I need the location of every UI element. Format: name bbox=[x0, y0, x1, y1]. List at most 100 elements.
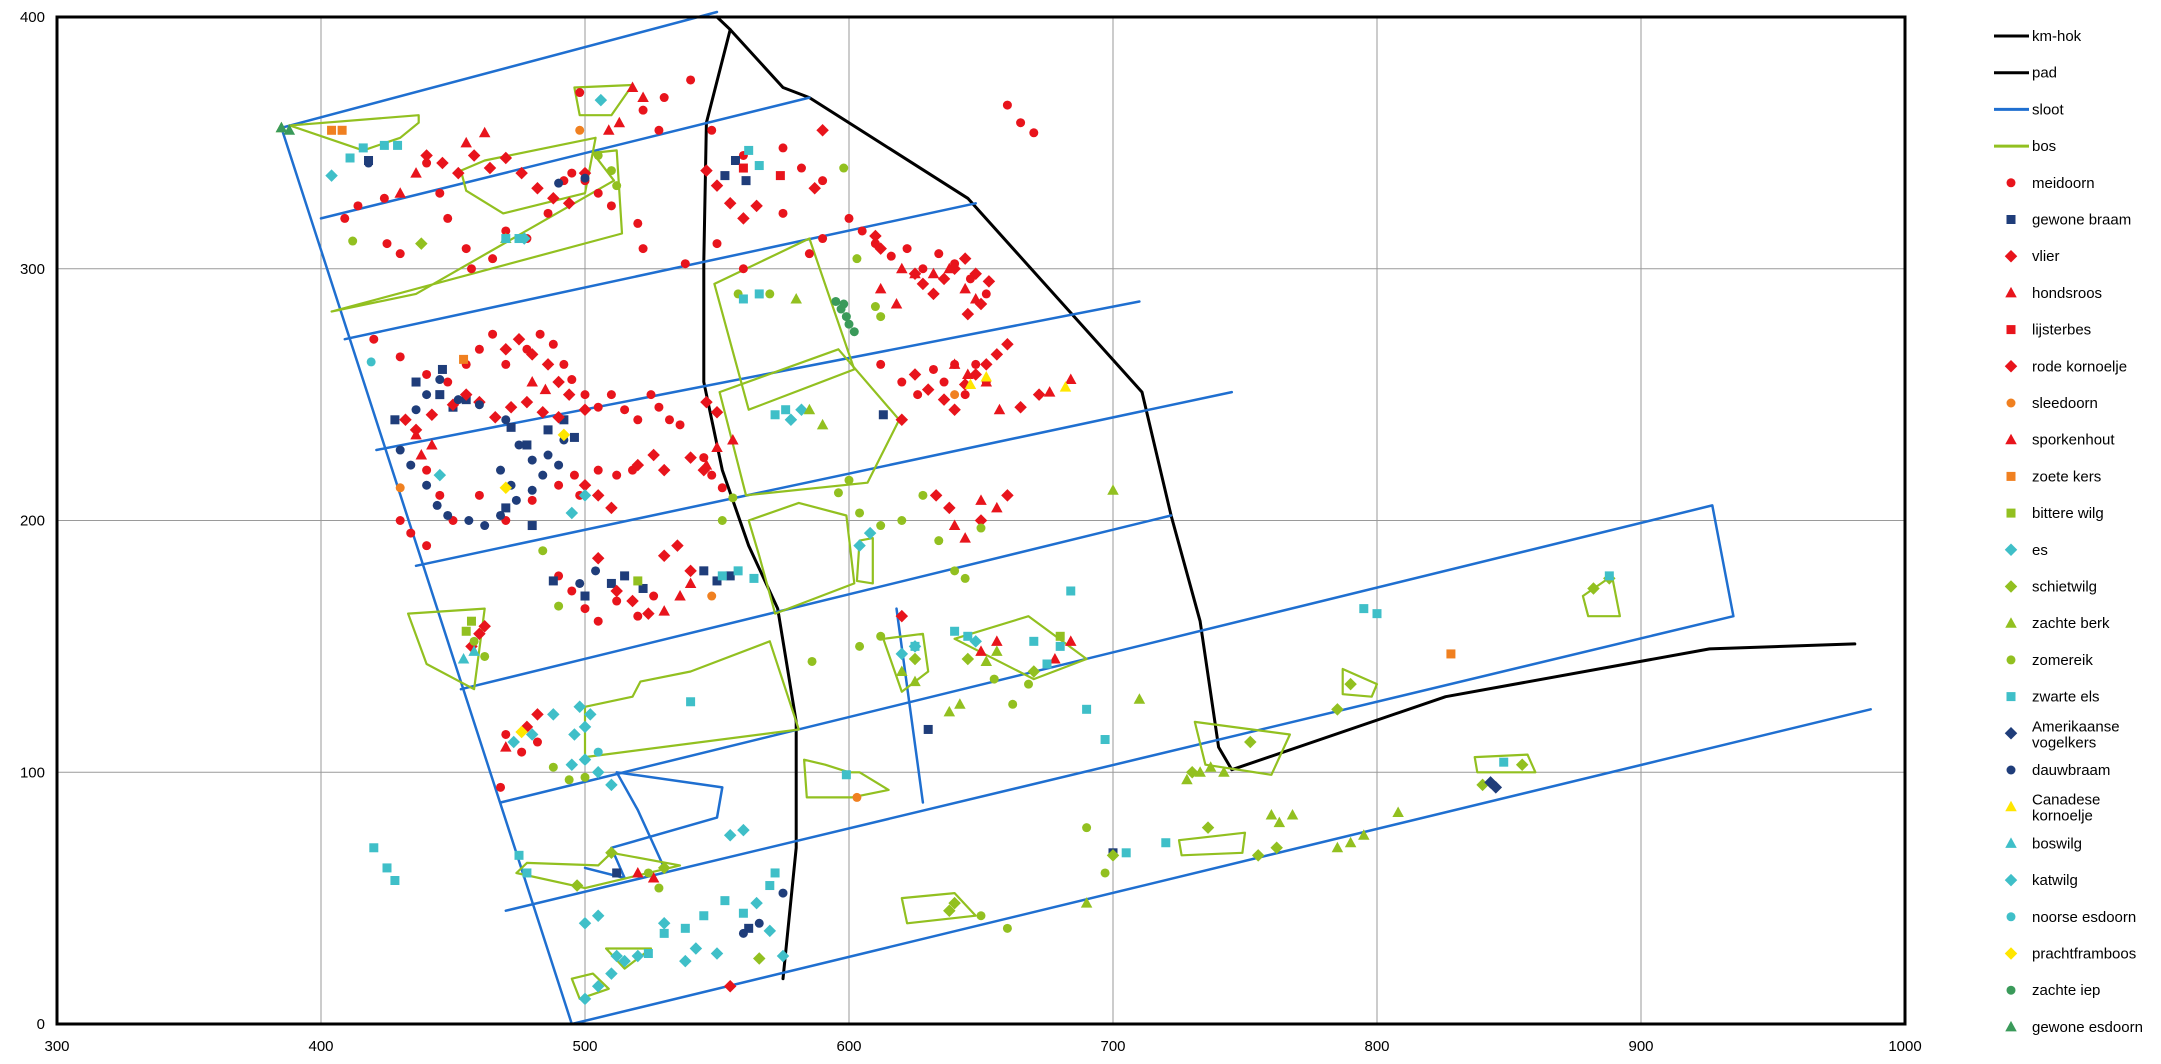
data-point-zomereik bbox=[897, 516, 907, 525]
data-point-dauwbraam bbox=[435, 375, 445, 385]
data-point-sporkenhout bbox=[890, 297, 903, 309]
data-point-hondsroos bbox=[478, 126, 491, 138]
data-point-zomereik bbox=[564, 775, 574, 785]
data-point-hondsroos bbox=[1049, 652, 1061, 664]
data-point-vlier bbox=[671, 539, 684, 552]
data-point-boswilg bbox=[457, 652, 470, 664]
legend-label-boswilg: boswilg bbox=[2032, 835, 2082, 852]
data-point-dauwbraam bbox=[496, 510, 506, 520]
data-point-hondsroos bbox=[658, 605, 670, 616]
series-line-bos bbox=[1341, 667, 1379, 698]
data-point-zachte-berk bbox=[1331, 841, 1344, 853]
data-point-schietwilg bbox=[605, 846, 618, 860]
data-point-zoete-kers bbox=[1446, 649, 1456, 659]
data-point-noorse-esdoorn bbox=[580, 755, 590, 765]
data-point-gewone-braam bbox=[543, 425, 553, 435]
data-point-zachte-iep bbox=[831, 296, 841, 306]
data-point-hondsroos bbox=[896, 262, 908, 274]
data-point-meidoorn bbox=[654, 125, 664, 135]
data-point-zwarte-els bbox=[514, 850, 524, 860]
data-point-hondsroos bbox=[637, 91, 649, 103]
series-line-sloot bbox=[499, 504, 1735, 912]
data-point-gewone-braam bbox=[725, 571, 735, 581]
legend-label-sporkenhout: sporkenhout bbox=[2032, 432, 2115, 449]
data-point-meidoorn bbox=[606, 201, 616, 211]
data-point-sleedoorn bbox=[395, 483, 405, 493]
data-point-vlier bbox=[478, 619, 491, 633]
data-point-dauwbraam bbox=[422, 390, 432, 400]
data-point-vlier bbox=[710, 179, 724, 192]
data-point-zachte-iep bbox=[844, 319, 854, 329]
data-point-meidoorn bbox=[886, 251, 896, 261]
legend-label-amerikaanse-vogelkers: Amerikaanse vogelkers bbox=[2032, 718, 2120, 751]
data-point-schietwilg bbox=[657, 861, 671, 875]
data-point-zwarte-els bbox=[390, 876, 400, 886]
data-point-es bbox=[710, 947, 724, 960]
data-point-meidoorn bbox=[461, 244, 471, 254]
data-point-dauwbraam bbox=[554, 460, 564, 470]
data-point-dauwbraam bbox=[527, 485, 537, 495]
data-point-zomereik bbox=[918, 490, 928, 500]
data-point-gewone-esdoorn bbox=[283, 124, 296, 135]
data-point-meidoorn bbox=[638, 105, 648, 115]
data-point-schietwilg bbox=[1201, 821, 1215, 834]
data-point-dauwbraam bbox=[432, 500, 442, 510]
data-point-meidoorn bbox=[1016, 118, 1026, 128]
data-point-vlier bbox=[647, 448, 660, 462]
data-point-vlier bbox=[499, 151, 513, 165]
legend-swatch-meidoorn bbox=[2006, 178, 2016, 188]
data-point-zwarte-els bbox=[1372, 609, 1382, 619]
data-point-gewone-braam bbox=[435, 390, 445, 400]
data-point-prachtframboos bbox=[499, 481, 513, 495]
data-point-es bbox=[578, 489, 592, 502]
legend-swatch-prachtframboos bbox=[2004, 947, 2018, 960]
data-point-es bbox=[723, 828, 737, 842]
data-point-meidoorn bbox=[501, 226, 511, 236]
data-point-zomereik bbox=[839, 163, 849, 173]
data-point-schietwilg bbox=[1244, 735, 1257, 749]
legend-swatch-sleedoorn bbox=[2006, 398, 2016, 408]
plot-area-border bbox=[55, 15, 1907, 1026]
data-point-gewone-braam bbox=[923, 724, 933, 734]
data-point-zomereik bbox=[548, 762, 558, 772]
data-point-zwarte-els bbox=[1359, 604, 1369, 614]
data-point-gewone-braam bbox=[620, 571, 630, 581]
data-point-zachte-berk bbox=[1194, 766, 1206, 777]
data-point-dauwbraam bbox=[464, 516, 474, 525]
data-point-gewone-braam bbox=[580, 591, 590, 601]
data-point-dauwbraam bbox=[496, 465, 506, 475]
data-point-vlier bbox=[562, 388, 576, 401]
data-point-es bbox=[895, 647, 909, 661]
data-point-es bbox=[737, 823, 750, 837]
legend-label-rode-kornoelje: rode kornoelje bbox=[2032, 358, 2127, 375]
data-point-meidoorn bbox=[379, 193, 389, 203]
data-point-meidoorn bbox=[675, 420, 685, 430]
data-point-meidoorn bbox=[422, 541, 432, 551]
data-point-meidoorn bbox=[496, 782, 506, 792]
data-point-vlier bbox=[700, 164, 713, 177]
data-point-vlier bbox=[605, 501, 618, 515]
data-point-vlier bbox=[591, 489, 605, 502]
data-point-meidoorn bbox=[567, 375, 577, 385]
data-point-vlier bbox=[723, 197, 737, 210]
data-point-gewone-braam bbox=[411, 377, 421, 387]
data-point-hondsroos bbox=[460, 136, 472, 148]
data-point-es bbox=[610, 949, 623, 963]
data-point-zomereik bbox=[765, 289, 775, 299]
data-point-meidoorn bbox=[857, 226, 867, 236]
data-point-gewone-braam bbox=[569, 432, 579, 442]
legend-swatch-noorse-esdoorn bbox=[2006, 912, 2016, 922]
data-point-meidoorn bbox=[918, 264, 928, 274]
data-point-zachte-berk bbox=[909, 675, 921, 687]
series-line-bos bbox=[570, 972, 610, 1000]
data-point-hondsroos bbox=[909, 267, 921, 279]
legend-label-es: es bbox=[2032, 542, 2048, 559]
data-point-dauwbraam bbox=[501, 415, 511, 425]
data-point-rode-kornoelje bbox=[961, 307, 975, 321]
data-point-zomereik bbox=[348, 236, 358, 246]
x-tick-label: 600 bbox=[836, 1038, 861, 1055]
data-point-es bbox=[578, 992, 592, 1006]
data-point-zachte-berk bbox=[980, 655, 993, 666]
legend-label-canadese-kornoelje: Canadese kornoelje bbox=[2032, 792, 2100, 825]
data-point-zwarte-els bbox=[754, 161, 764, 171]
